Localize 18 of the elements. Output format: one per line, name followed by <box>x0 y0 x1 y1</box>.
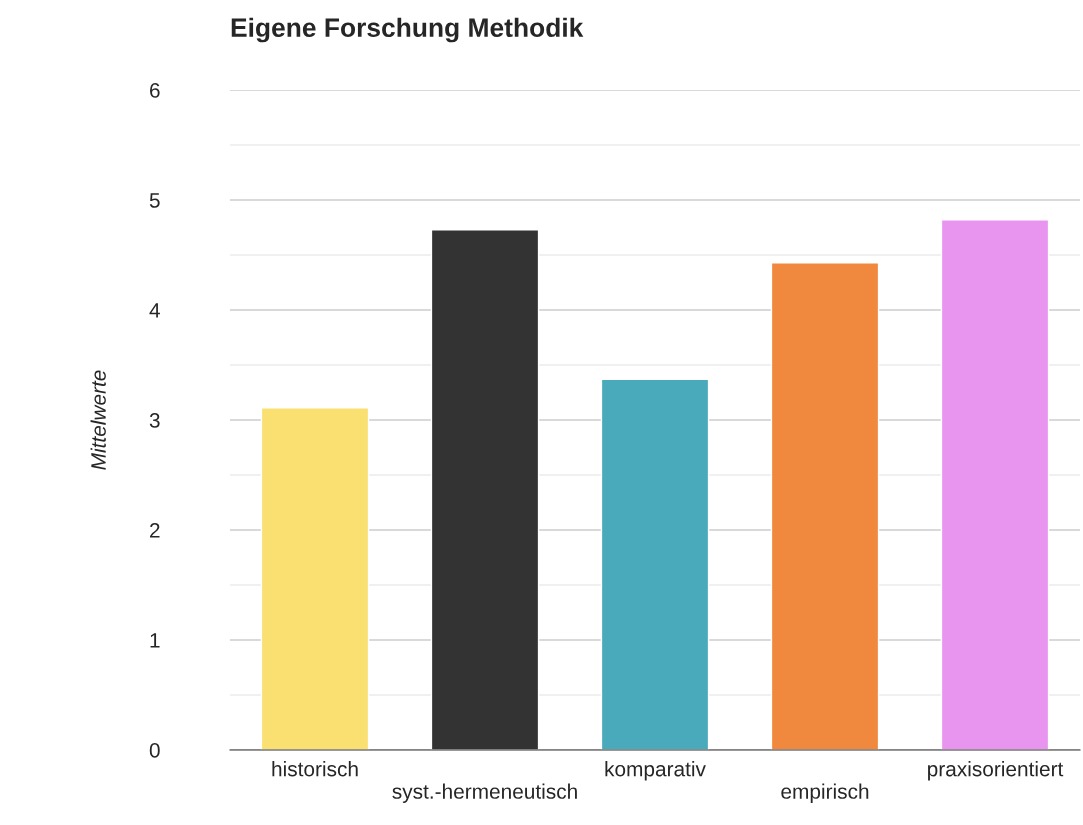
bar <box>600 378 710 750</box>
y-tick-label: 4 <box>149 303 160 318</box>
y-tick-label: 3 <box>149 413 160 428</box>
bar <box>260 407 370 750</box>
y-tick-label: 2 <box>150 523 160 538</box>
chart-title: Eigene Forschung Methodik <box>231 17 584 43</box>
x-tick-label: praxisorientiert <box>928 761 1064 781</box>
x-tick-label: komparativ <box>605 761 706 781</box>
y-tick-label: 5 <box>149 193 160 208</box>
x-tick-label: historisch <box>272 761 358 777</box>
y-axis-title: Mittelwerte <box>90 370 106 470</box>
y-tick-label: 0 <box>149 743 160 758</box>
x-tick-label: empirisch <box>781 783 869 803</box>
x-tick-label: syst.-hermeneutisch <box>392 783 577 803</box>
bar <box>770 262 880 750</box>
y-tick-label: 6 <box>150 83 160 98</box>
y-tick-label: 1 <box>150 633 160 648</box>
bar <box>940 219 1050 750</box>
